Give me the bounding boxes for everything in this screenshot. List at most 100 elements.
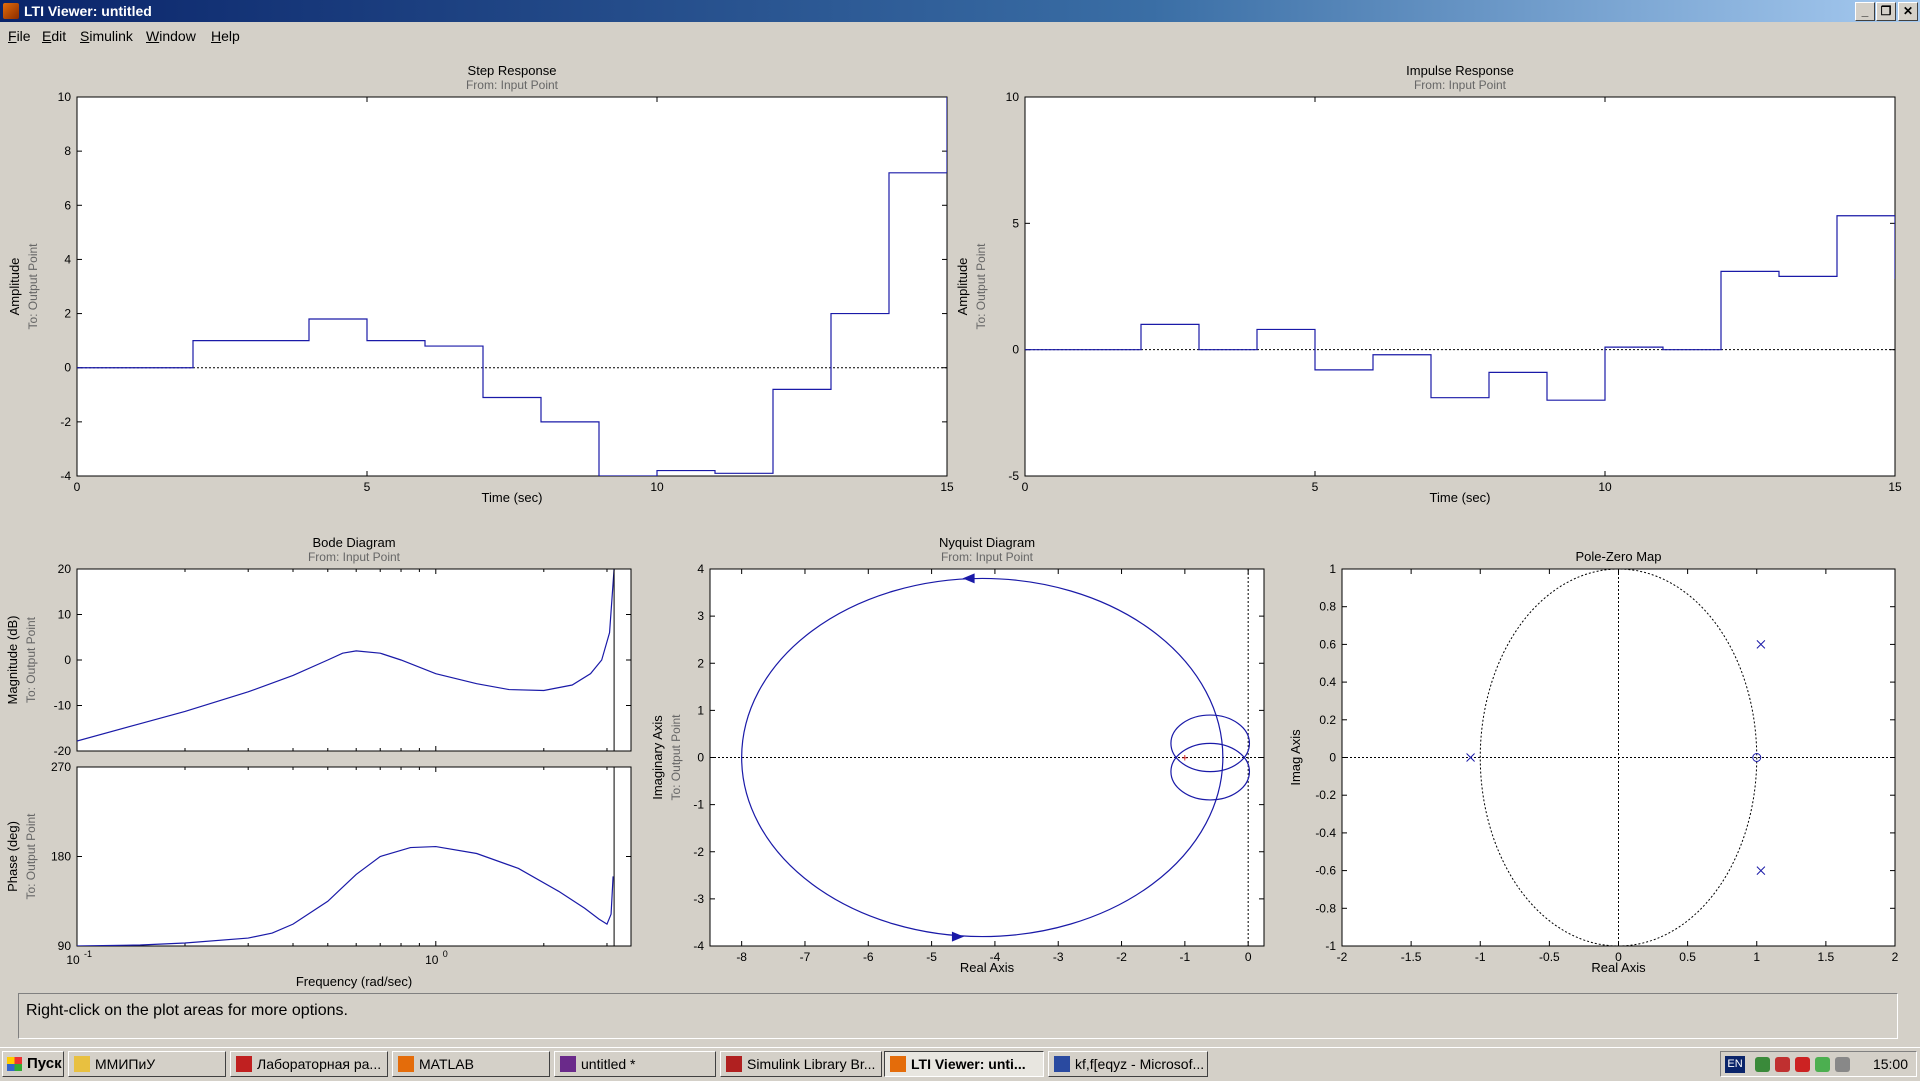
system-tray: EN 15:00 <box>1720 1051 1917 1077</box>
y-tick-label: 0 <box>64 653 71 667</box>
taskbar-item-label: MATLAB <box>419 1056 474 1072</box>
y-tick-label: -10 <box>54 699 72 713</box>
y-tick-label: 2 <box>697 656 704 670</box>
x-tick-label: 0 <box>1022 480 1029 494</box>
x-tick-label: 10 <box>425 953 439 967</box>
x-tick-label: -7 <box>800 950 811 964</box>
norton-icon[interactable] <box>1795 1057 1810 1072</box>
y-axis-label: Amplitude <box>7 258 22 316</box>
taskbar-item-lti-viewer[interactable]: LTI Viewer: unti... <box>884 1051 1044 1077</box>
y-tick-label: 2 <box>64 307 71 321</box>
series-line <box>77 569 615 742</box>
chart-title: Impulse Response <box>1406 63 1514 78</box>
antivirus-icon[interactable] <box>1775 1057 1790 1072</box>
window-titlebar: LTI Viewer: untitled _ ❐ ✕ <box>0 0 1920 22</box>
x-tick-label: 0.5 <box>1679 950 1696 964</box>
taskbar-item-word[interactable]: kf,f[eqyz - Microsof... <box>1048 1051 1208 1077</box>
y-tick-label: -0.2 <box>1315 788 1336 802</box>
close-button[interactable]: ✕ <box>1898 2 1918 21</box>
y-tick-label: 0 <box>697 751 704 765</box>
x-tick-label: -1 <box>1475 950 1486 964</box>
chart-subtitle: From: Input Point <box>308 550 401 564</box>
series-line <box>77 845 614 946</box>
app-icon <box>236 1056 252 1072</box>
x-axis-label: Real Axis <box>960 960 1015 975</box>
menu-edit[interactable]: Edit <box>42 28 67 44</box>
y-tick-label: -5 <box>1008 469 1019 483</box>
y-tick-label: 0 <box>1012 343 1019 357</box>
window-title: LTI Viewer: untitled <box>24 3 152 19</box>
status-box: Right-click on the plot areas for more o… <box>18 993 1898 1039</box>
y-tick-label: -4 <box>60 469 71 483</box>
plot-body <box>1342 569 1895 946</box>
x-tick-label: 5 <box>364 480 371 494</box>
taskbar-item-label: ММИПиУ <box>95 1056 156 1072</box>
pole-marker <box>1466 753 1475 762</box>
x-tick-label: 0 <box>74 480 81 494</box>
app-icon <box>560 1056 576 1072</box>
app-icon <box>74 1056 90 1072</box>
x-axis-label: Real Axis <box>1591 960 1646 975</box>
x-tick-label: -3 <box>1053 950 1064 964</box>
direction-arrow <box>951 931 964 942</box>
axes-box <box>76 96 948 477</box>
x-axis-label: Time (sec) <box>482 490 543 505</box>
nyquist-loop <box>1170 742 1251 801</box>
taskbar-item-matlab[interactable]: MATLAB <box>392 1051 550 1077</box>
taskbar-item-simulink-library[interactable]: Simulink Library Br... <box>720 1051 882 1077</box>
taskbar-item-label: untitled * <box>581 1056 636 1072</box>
axes-box <box>1024 96 1896 477</box>
app-icon <box>1054 1056 1070 1072</box>
y-tick-label: -1 <box>693 798 704 812</box>
direction-arrow <box>962 573 975 584</box>
pole-marker <box>1756 640 1766 649</box>
plot-body <box>77 97 947 476</box>
y-tick-label: -0.6 <box>1315 864 1336 878</box>
x-tick-exponent: 0 <box>443 949 448 959</box>
menu-simulink[interactable]: Simulink <box>80 28 133 44</box>
series-line <box>1025 215 1895 401</box>
x-tick-label: -1 <box>1180 950 1191 964</box>
x-tick-label: -2 <box>1116 950 1127 964</box>
nvidia-icon[interactable] <box>1815 1057 1830 1072</box>
taskbar-item-untitled[interactable]: untitled * <box>554 1051 716 1077</box>
volume-icon[interactable] <box>1835 1057 1850 1072</box>
maximize-button[interactable]: ❐ <box>1876 2 1896 21</box>
x-tick-label: -4 <box>990 950 1001 964</box>
plot-body: + <box>710 569 1264 946</box>
start-button[interactable]: Пуск <box>2 1051 64 1077</box>
y-tick-label: 6 <box>64 198 71 212</box>
y-tick-label: -1 <box>1325 939 1336 953</box>
clock: 15:00 <box>1872 1056 1908 1072</box>
pole-marker <box>1756 866 1766 875</box>
y-tick-label: 5 <box>1012 216 1019 230</box>
menu-file[interactable]: File <box>8 28 31 44</box>
taskbar-item-label: Simulink Library Br... <box>747 1056 876 1072</box>
taskbar-item-label: kf,f[eqyz - Microsof... <box>1075 1056 1205 1072</box>
network-icon[interactable] <box>1755 1057 1770 1072</box>
chart-title: Bode Diagram <box>312 535 395 550</box>
nyquist-loop <box>1170 714 1251 773</box>
y-tick-label: -20 <box>54 744 72 758</box>
y-tick-label: -3 <box>693 892 704 906</box>
minimize-button[interactable]: _ <box>1855 2 1875 21</box>
x-tick-label: -1.5 <box>1401 950 1422 964</box>
taskbar-item-lab[interactable]: Лабораторная ра... <box>230 1051 388 1077</box>
menu-window[interactable]: Window <box>146 28 196 44</box>
chart-title: Nyquist Diagram <box>939 535 1035 550</box>
x-tick-label: -6 <box>863 950 874 964</box>
x-tick-label: 15 <box>940 480 954 494</box>
taskbar-item-mmipiu[interactable]: ММИПиУ <box>68 1051 226 1077</box>
status-text: Right-click on the plot areas for more o… <box>26 1002 348 1019</box>
x-tick-label: 10 <box>650 480 664 494</box>
x-tick-label: 0 <box>1245 950 1252 964</box>
y-axis-sublabel: To: Output Point <box>24 813 38 900</box>
language-indicator[interactable]: EN <box>1725 1056 1745 1073</box>
x-tick-label: 1 <box>1753 950 1760 964</box>
menu-help[interactable]: Help <box>211 28 240 44</box>
y-tick-label: -0.8 <box>1315 901 1336 915</box>
